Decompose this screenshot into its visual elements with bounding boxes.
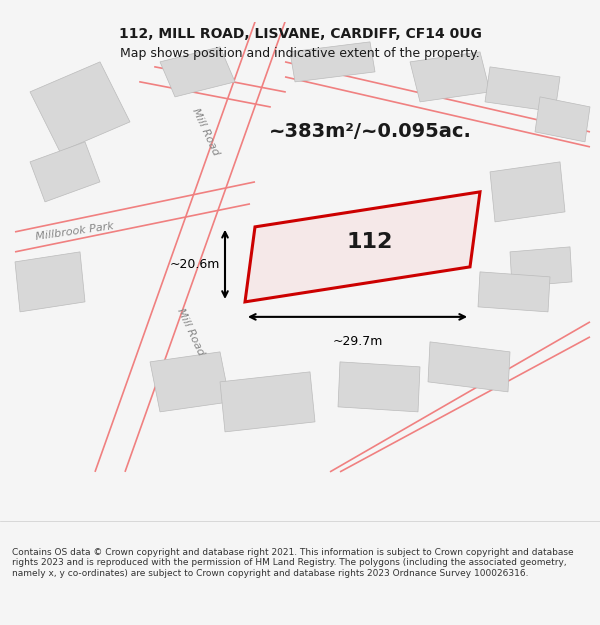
Polygon shape [30, 62, 130, 152]
Polygon shape [220, 372, 315, 432]
Polygon shape [428, 342, 510, 392]
Polygon shape [535, 97, 590, 142]
Text: 112, MILL ROAD, LISVANE, CARDIFF, CF14 0UG: 112, MILL ROAD, LISVANE, CARDIFF, CF14 0… [119, 28, 481, 41]
Polygon shape [338, 362, 420, 412]
Polygon shape [510, 247, 572, 287]
Polygon shape [490, 162, 565, 222]
Text: ~20.6m: ~20.6m [170, 258, 220, 271]
Text: Millbrook Park: Millbrook Park [35, 221, 115, 243]
Polygon shape [245, 192, 480, 302]
Text: ~383m²/~0.095ac.: ~383m²/~0.095ac. [269, 122, 472, 141]
Text: ~29.7m: ~29.7m [332, 335, 383, 348]
Text: Mill Road: Mill Road [190, 107, 220, 157]
Polygon shape [30, 142, 100, 202]
Polygon shape [478, 272, 550, 312]
Text: Map shows position and indicative extent of the property.: Map shows position and indicative extent… [120, 47, 480, 59]
Text: Mill Road: Mill Road [175, 307, 205, 357]
Polygon shape [15, 252, 85, 312]
Polygon shape [160, 47, 235, 97]
Polygon shape [150, 352, 230, 412]
Text: 112: 112 [347, 232, 393, 252]
Polygon shape [410, 52, 490, 102]
Polygon shape [485, 67, 560, 112]
Polygon shape [290, 42, 375, 82]
Text: Contains OS data © Crown copyright and database right 2021. This information is : Contains OS data © Crown copyright and d… [12, 548, 574, 578]
